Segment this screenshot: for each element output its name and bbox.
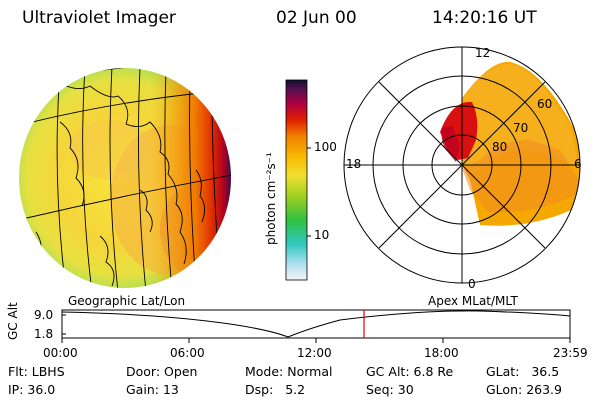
glat-value: 36.5	[531, 364, 560, 379]
colorbar-tick-10: 10	[314, 228, 330, 242]
mlt-label-6: 6	[574, 157, 582, 171]
mlt-label-0: 0	[468, 277, 476, 291]
flt-value: LBHS	[31, 364, 65, 379]
status-dsp: Dsp: 5.2	[245, 382, 305, 397]
polar-plot	[343, 46, 581, 284]
seq-label: Seq:	[366, 382, 394, 397]
status-glat: GLat: 36.5	[486, 364, 559, 379]
colorbar-tick-100: 100	[314, 140, 337, 154]
time-tick-0000: 00:00	[43, 346, 78, 360]
door-label: Door:	[126, 364, 161, 379]
time-tick-1800: 18:00	[424, 346, 459, 360]
colorbar-unit-label: photon cm⁻²s⁻¹	[264, 152, 278, 245]
gcalt-label: GC Alt:	[366, 364, 410, 379]
app-title: Ultraviolet Imager	[22, 8, 176, 28]
ip-label: IP:	[8, 382, 24, 397]
flt-label: Flt:	[8, 364, 28, 379]
glon-value: 263.9	[526, 382, 562, 397]
status-gain: Gain: 13	[126, 382, 179, 397]
time-label: 14:20:16 UT	[432, 8, 537, 28]
gain-value: 13	[162, 382, 179, 397]
date-label: 02 Jun 00	[276, 8, 357, 28]
gain-label: Gain:	[126, 382, 159, 397]
dsp-value: 5.2	[285, 382, 306, 397]
colorbar	[285, 79, 311, 281]
ip-value: 36.0	[27, 382, 56, 397]
status-flt: Flt: LBHS	[8, 364, 65, 379]
altitude-tick-9: 9.0	[34, 308, 54, 322]
glon-label: GLon:	[486, 382, 523, 397]
altitude-strip	[61, 309, 571, 343]
mode-label: Mode:	[245, 364, 284, 379]
right-panel-label: Apex MLat/MLT	[428, 294, 518, 308]
mode-value: Normal	[287, 364, 333, 379]
status-door: Door: Open	[126, 364, 197, 379]
status-gcalt: GC Alt: 6.8 Re	[366, 364, 453, 379]
mlat-label-80: 80	[492, 140, 508, 154]
mlat-label-60: 60	[537, 97, 553, 111]
seq-value: 30	[397, 382, 414, 397]
geographic-image	[19, 68, 231, 288]
time-tick-0600: 06:00	[170, 346, 205, 360]
door-value: Open	[164, 364, 198, 379]
status-seq: Seq: 30	[366, 382, 414, 397]
mlt-label-18: 18	[346, 157, 362, 171]
time-tick-1200: 12:00	[297, 346, 332, 360]
glat-label: GLat:	[486, 364, 520, 379]
status-mode: Mode: Normal	[245, 364, 333, 379]
mlat-label-70: 70	[513, 121, 529, 135]
status-ip: IP: 36.0	[8, 382, 55, 397]
altitude-curve	[61, 310, 571, 338]
altitude-tick-1-8: 1.8	[34, 327, 54, 341]
mlt-label-12: 12	[475, 46, 491, 60]
time-tick-2359: 23:59	[553, 346, 588, 360]
status-glon: GLon: 263.9	[486, 382, 562, 397]
gcalt-value: 6.8 Re	[413, 364, 454, 379]
dsp-label: Dsp:	[245, 382, 274, 397]
left-panel-label: Geographic Lat/Lon	[68, 294, 186, 308]
altitude-axis-label: GC Alt	[6, 302, 20, 340]
